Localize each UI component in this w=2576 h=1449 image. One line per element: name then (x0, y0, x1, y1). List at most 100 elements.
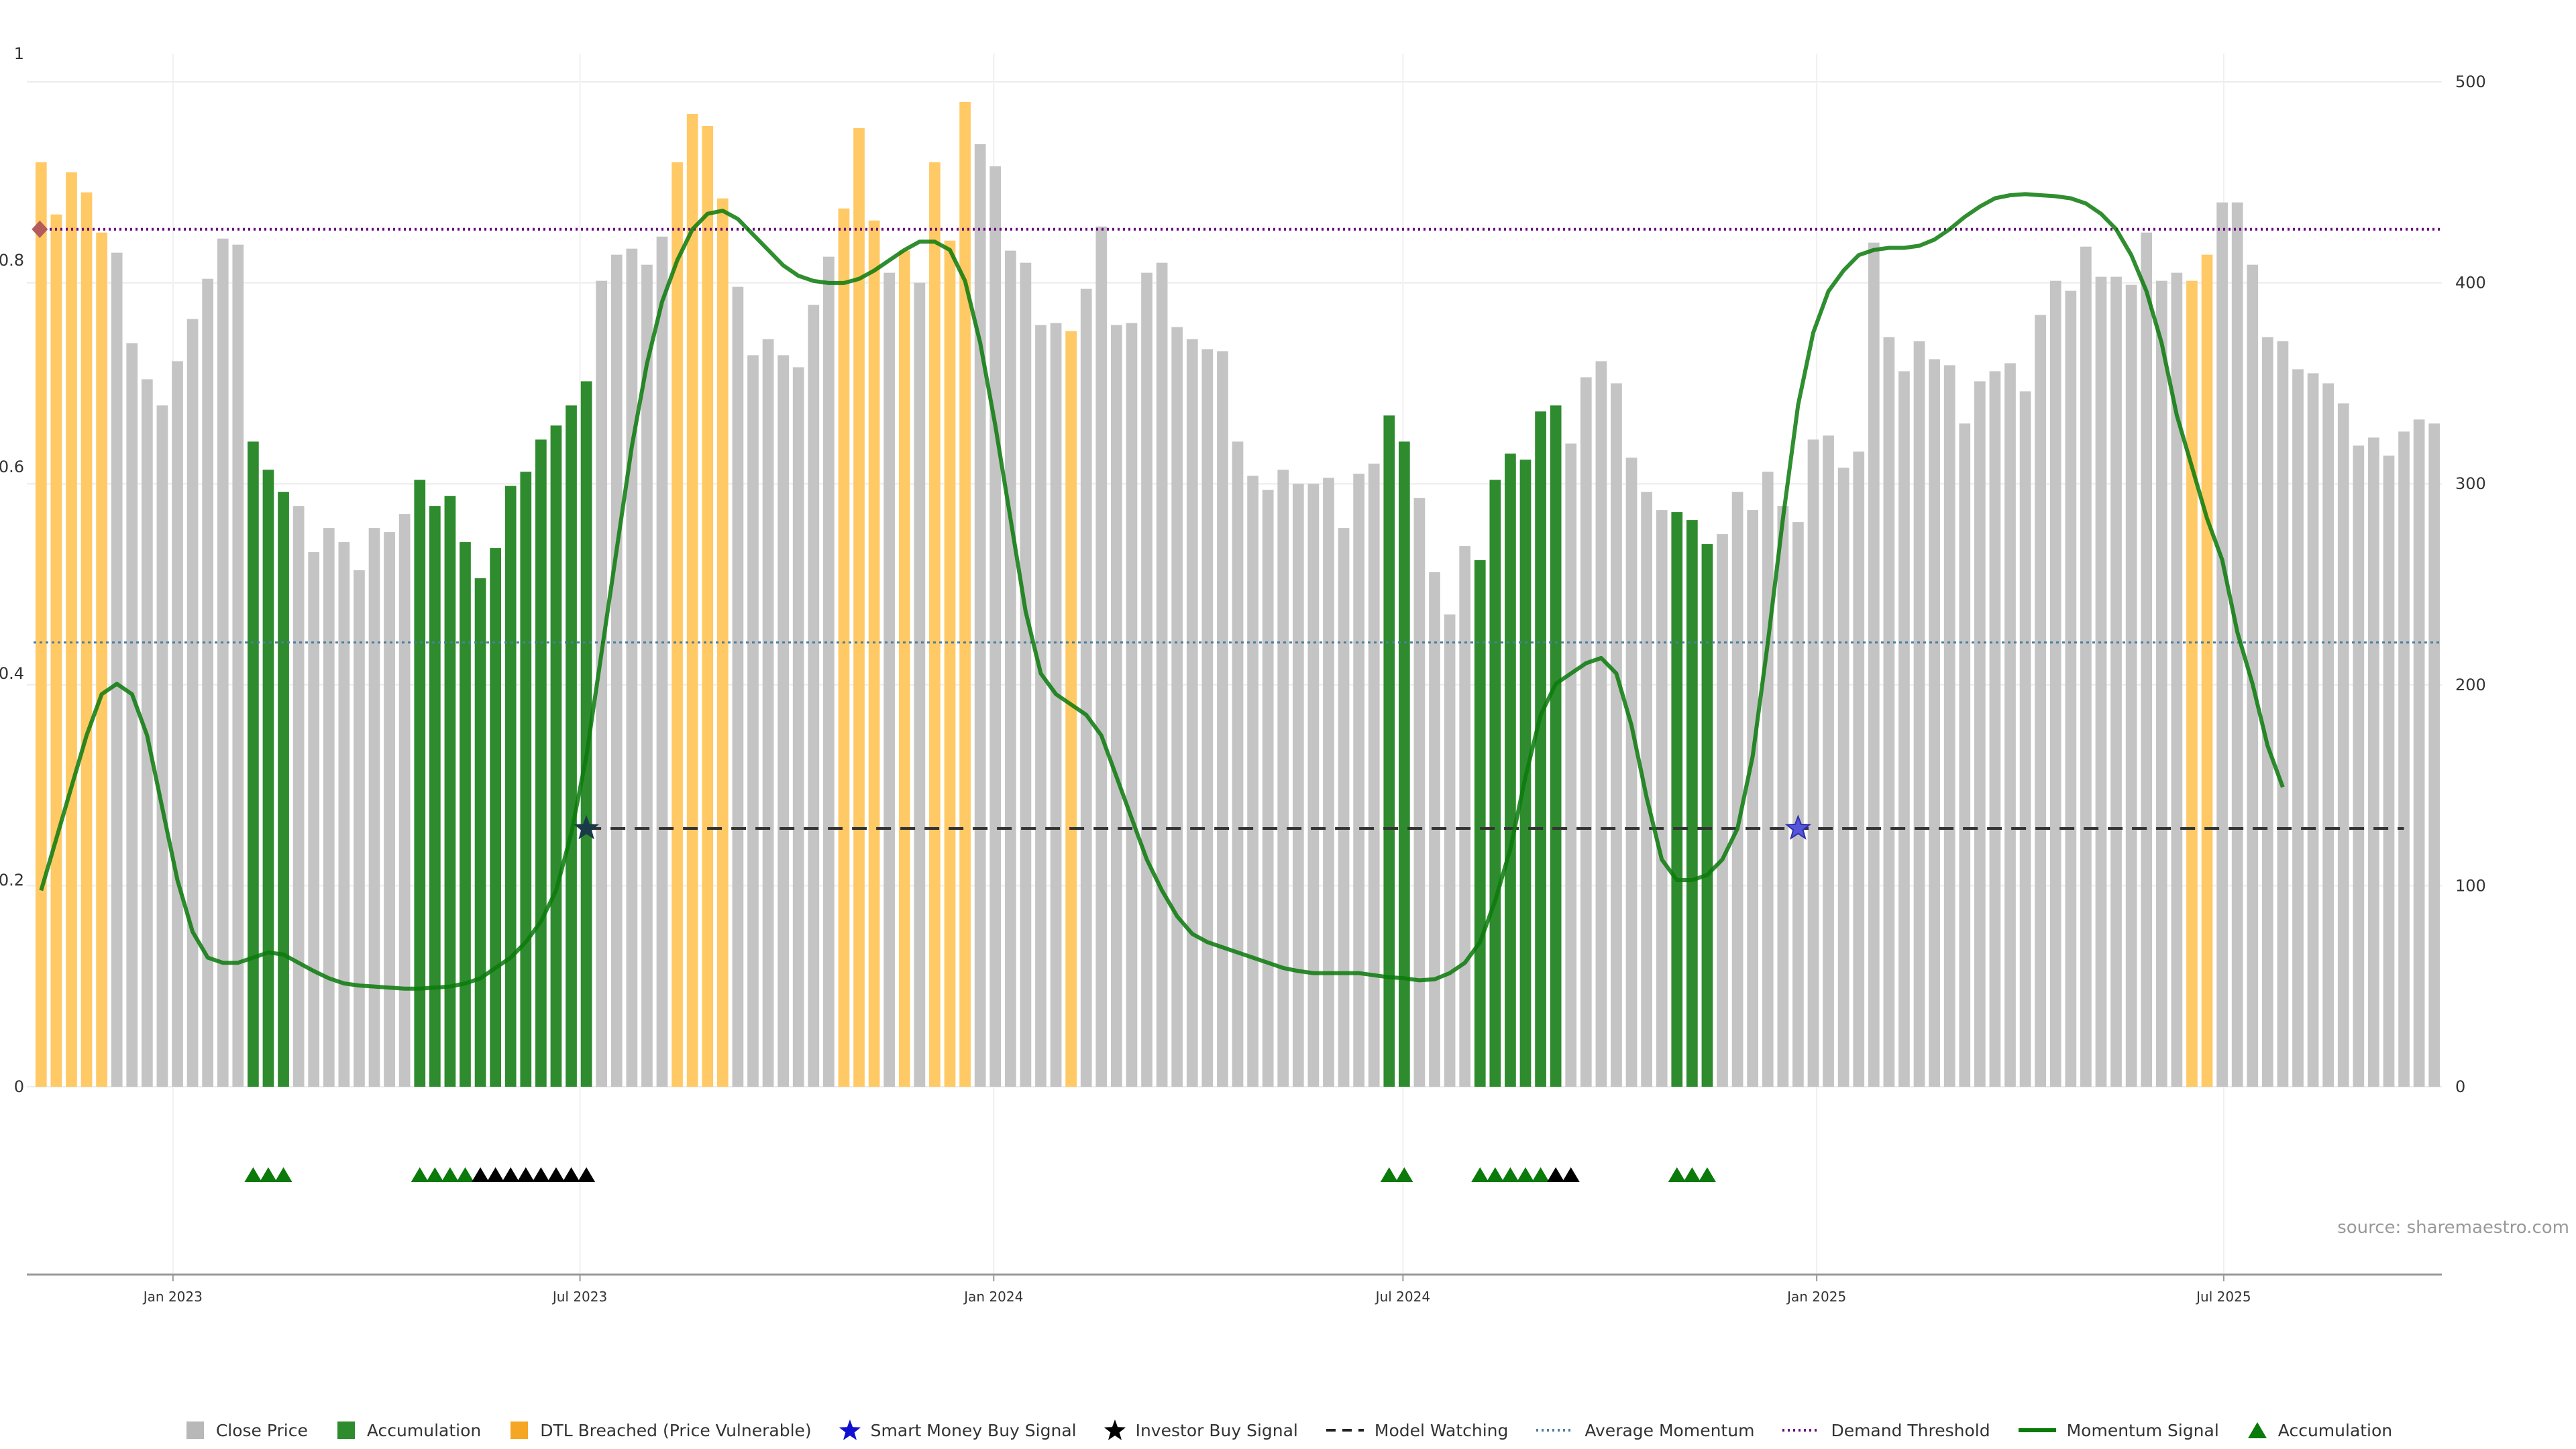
price-bar (2035, 315, 2047, 1087)
investor-buy-marker (1547, 1167, 1565, 1182)
price-bar (1611, 383, 1622, 1087)
price-bar (2247, 264, 2259, 1087)
price-bar (323, 528, 335, 1087)
price-bar (1777, 506, 1789, 1087)
price-bar (1368, 464, 1380, 1087)
legend-label: Accumulation (2277, 1420, 2393, 1440)
reference-lines (34, 227, 2442, 830)
price-bar (2110, 276, 2122, 1087)
y-right-tick-label: 300 (2455, 474, 2486, 493)
price-bar (1338, 528, 1350, 1087)
price-bar (2277, 341, 2289, 1087)
price-bar (1837, 468, 1849, 1087)
legend-item: Demand Threshold (1781, 1419, 1990, 1442)
price-bar (2019, 391, 2031, 1087)
dtl-breached-bar (838, 208, 850, 1087)
accumulation-bar (1383, 415, 1395, 1087)
price-bar (338, 542, 350, 1087)
price-bar (111, 252, 123, 1087)
accumulation-bar (414, 480, 426, 1087)
accumulation-bar (550, 425, 562, 1087)
momentum-signal-layer (39, 192, 2285, 991)
price-bar (2049, 280, 2061, 1087)
price-bar (883, 272, 896, 1087)
investor-buy-marker (532, 1167, 550, 1182)
y-right-tick-label: 200 (2455, 676, 2486, 694)
legend-swatch (1104, 1419, 1126, 1440)
price-bar (2171, 272, 2183, 1087)
accumulation-bar (504, 486, 517, 1087)
accumulation-marker (1486, 1167, 1504, 1182)
price-bar (1459, 546, 1471, 1087)
accumulation-marker (1683, 1167, 1701, 1182)
price-bar (777, 355, 789, 1087)
price-bar (398, 514, 411, 1087)
x-tick-label: Jul 2023 (551, 1289, 607, 1305)
dtl-breached-bar (35, 162, 47, 1087)
price-bar (1974, 381, 1986, 1087)
legend-label: Demand Threshold (1831, 1420, 1990, 1440)
accumulation-bar (1550, 405, 1562, 1087)
accumulation-marker (1516, 1167, 1534, 1182)
price-bar (2322, 383, 2334, 1087)
price-bar (1111, 325, 1122, 1087)
investor-buy-marker (578, 1167, 596, 1182)
x-tick-label: Jan 2023 (142, 1289, 203, 1305)
price-bar (2261, 337, 2273, 1087)
price-bar (2125, 284, 2137, 1087)
price-bar (1625, 458, 1638, 1087)
price-bar (1989, 371, 2001, 1087)
y-left-tick-label: 0 (14, 1077, 24, 1096)
dtl-breached-bar (50, 214, 62, 1087)
price-bar (732, 286, 744, 1087)
dtl-breached-bar (686, 113, 698, 1087)
price-bar (1186, 339, 1198, 1087)
legend-label: Close Price (215, 1420, 308, 1440)
price-bar (1171, 327, 1183, 1087)
accumulation-marker (1698, 1167, 1716, 1182)
price-bar (2337, 403, 2349, 1087)
accumulation-bar (460, 542, 471, 1087)
accumulation-bar (1686, 520, 1698, 1087)
accumulation-marker (259, 1167, 277, 1182)
price-bar (1247, 476, 1258, 1087)
price-bar (368, 528, 380, 1087)
dtl-breached-bar (66, 172, 77, 1087)
price-bar (1307, 484, 1320, 1087)
price-bar (762, 339, 774, 1087)
price-bar (1080, 288, 1092, 1087)
investor-buy-marker (562, 1167, 580, 1182)
price-bar (354, 570, 365, 1087)
legend-item: DTL Breached (Price Vulnerable) (508, 1419, 812, 1442)
dtl-breached-bar (853, 127, 865, 1087)
y-left-tick-label: 0.6 (0, 458, 24, 476)
price-bar (1898, 371, 1910, 1087)
price-bar (308, 552, 320, 1087)
y-right-tick-label: 400 (2455, 274, 2486, 292)
legend-swatch (1536, 1429, 1574, 1432)
legend-swatch (186, 1421, 204, 1439)
price-bar (126, 343, 138, 1087)
accumulation-bar (490, 548, 502, 1087)
accumulation-bar (248, 441, 259, 1087)
dtl-breached-bar (959, 101, 971, 1087)
legend-item: Model Watching (1325, 1419, 1508, 1442)
investor-buy-marker (1562, 1167, 1580, 1182)
legend-swatch (2247, 1422, 2267, 1438)
accumulation-marker (426, 1167, 444, 1182)
price-bar (1020, 262, 1032, 1087)
accumulation-marker (1380, 1167, 1398, 1182)
legend-item: Accumulation (2246, 1419, 2392, 1442)
price-bar (610, 254, 623, 1087)
legend-label: DTL Breached (Price Vulnerable) (540, 1420, 812, 1440)
investor-buy-signal-marker (574, 815, 600, 840)
accumulation-bar (474, 578, 486, 1087)
accumulation-bar (1474, 560, 1486, 1087)
accumulation-bar (1489, 480, 1501, 1087)
price-bar (2398, 431, 2410, 1087)
accumulation-marker (244, 1167, 262, 1182)
price-bar (1353, 474, 1364, 1087)
price-bar (989, 166, 1002, 1087)
price-bar (1277, 470, 1289, 1087)
accumulation-bar (429, 506, 441, 1087)
